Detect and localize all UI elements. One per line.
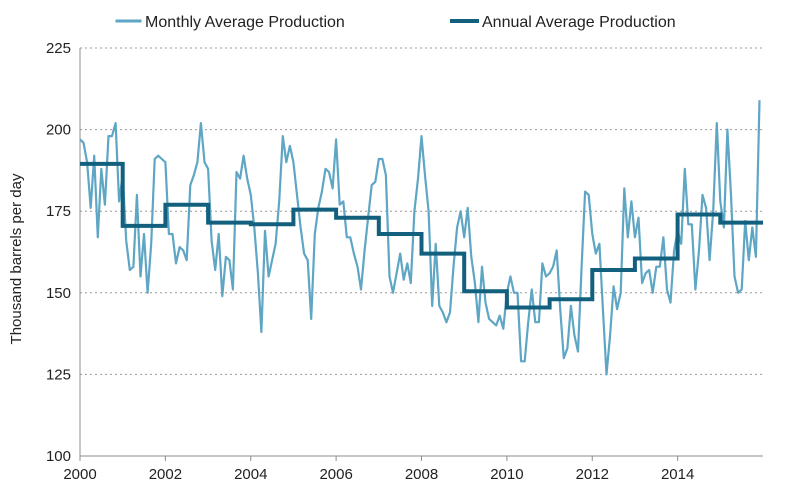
y-tick-label: 200 bbox=[46, 122, 71, 139]
x-tick-label: 2004 bbox=[234, 466, 267, 483]
x-tick-label: 2008 bbox=[405, 466, 438, 483]
y-tick-label: 175 bbox=[46, 203, 71, 220]
legend-label-monthly: Monthly Average Production bbox=[145, 14, 345, 31]
y-tick-label: 225 bbox=[46, 40, 71, 57]
y-tick-label: 100 bbox=[46, 448, 71, 465]
x-tick-label: 2014 bbox=[661, 466, 694, 483]
series-line-annual-average-production bbox=[80, 161, 763, 310]
y-tick-label: 125 bbox=[46, 366, 71, 383]
x-tick-label: 2006 bbox=[319, 466, 352, 483]
series-layer bbox=[79, 100, 763, 376]
x-tick-label: 2002 bbox=[149, 466, 182, 483]
tick-labels: 100 125 150 175 200 225 2000 2002 2004 2006 2008 20… bbox=[46, 40, 694, 483]
x-tick-label: 2000 bbox=[63, 466, 96, 483]
axes bbox=[79, 48, 763, 461]
series-line-monthly-average-production bbox=[79, 100, 761, 376]
legend-label-annual: Annual Average Production bbox=[482, 14, 676, 31]
x-tick-label: 2010 bbox=[490, 466, 523, 483]
x-tick-label: 2012 bbox=[576, 466, 609, 483]
gridlines bbox=[80, 47, 763, 375]
y-tick-label: 150 bbox=[46, 285, 71, 302]
y-axis-title: Thousand barrels per day bbox=[8, 173, 25, 344]
legend: Monthly Average Production Annual Averag… bbox=[115, 14, 676, 31]
